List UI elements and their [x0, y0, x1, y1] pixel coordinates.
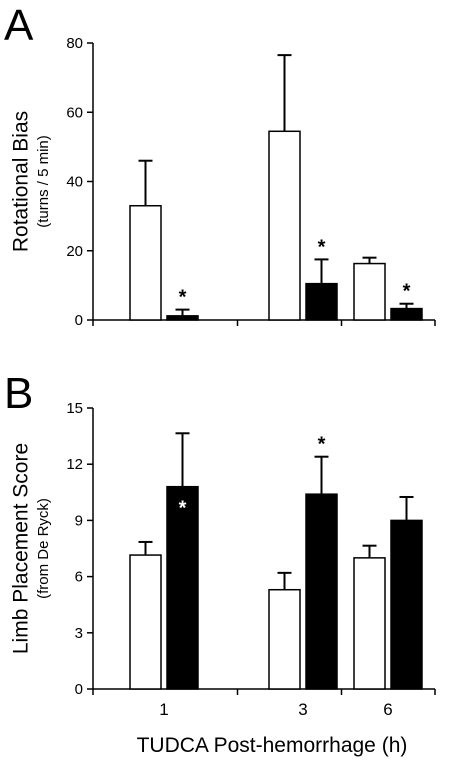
- x-tick-label: 3: [298, 700, 307, 719]
- bar: [268, 588, 301, 690]
- bar: [390, 519, 423, 690]
- y-tick-label: 80: [66, 35, 83, 52]
- bar: [268, 130, 301, 321]
- significance-asterisk: *: [403, 281, 411, 303]
- significance-asterisk: *: [318, 434, 326, 456]
- y-axis-sublabel: (turns / 5 min): [35, 135, 52, 228]
- x-tick-label: 1: [159, 700, 168, 719]
- y-axis-label: Rotational Bias: [10, 111, 33, 252]
- bar: [353, 262, 386, 321]
- significance-asterisk: *: [318, 236, 326, 258]
- y-tick-label: 0: [75, 312, 83, 329]
- significance-asterisk: *: [179, 498, 187, 520]
- y-tick-label: 6: [75, 569, 83, 586]
- x-tick-label: 6: [383, 700, 392, 719]
- bar: [166, 485, 199, 690]
- y-tick-label: 40: [66, 174, 83, 191]
- y-tick-label: 60: [66, 104, 83, 121]
- bar: [166, 315, 199, 321]
- y-axis-label: Limb Placement Score: [10, 443, 33, 654]
- bar: [390, 307, 423, 321]
- panel-label: B: [4, 369, 33, 418]
- chart-panel-b: B Limb Placement Score (from De Ryck) 0 3 6 9 1…: [4, 369, 436, 719]
- x-axis-title: TUDCA Post-hemorrhage (h): [137, 734, 408, 757]
- y-tick-label: 15: [66, 400, 83, 417]
- bar: [129, 554, 162, 690]
- chart-panel-a: A Rotational Bias (turns / 5 min) 0 20 40 60 80…: [4, 1, 436, 329]
- y-tick-label: 20: [66, 243, 83, 260]
- bar: [305, 493, 338, 690]
- bar: [353, 557, 386, 690]
- y-tick-label: 3: [75, 625, 83, 642]
- panel-label: A: [4, 1, 34, 50]
- bar: [305, 282, 338, 321]
- y-axis-sublabel: (from De Ryck): [35, 498, 52, 599]
- y-tick-label: 12: [66, 456, 83, 473]
- significance-asterisk: *: [179, 287, 187, 309]
- bar: [129, 204, 162, 321]
- y-tick-label: 0: [75, 681, 83, 698]
- y-tick-label: 9: [75, 512, 83, 529]
